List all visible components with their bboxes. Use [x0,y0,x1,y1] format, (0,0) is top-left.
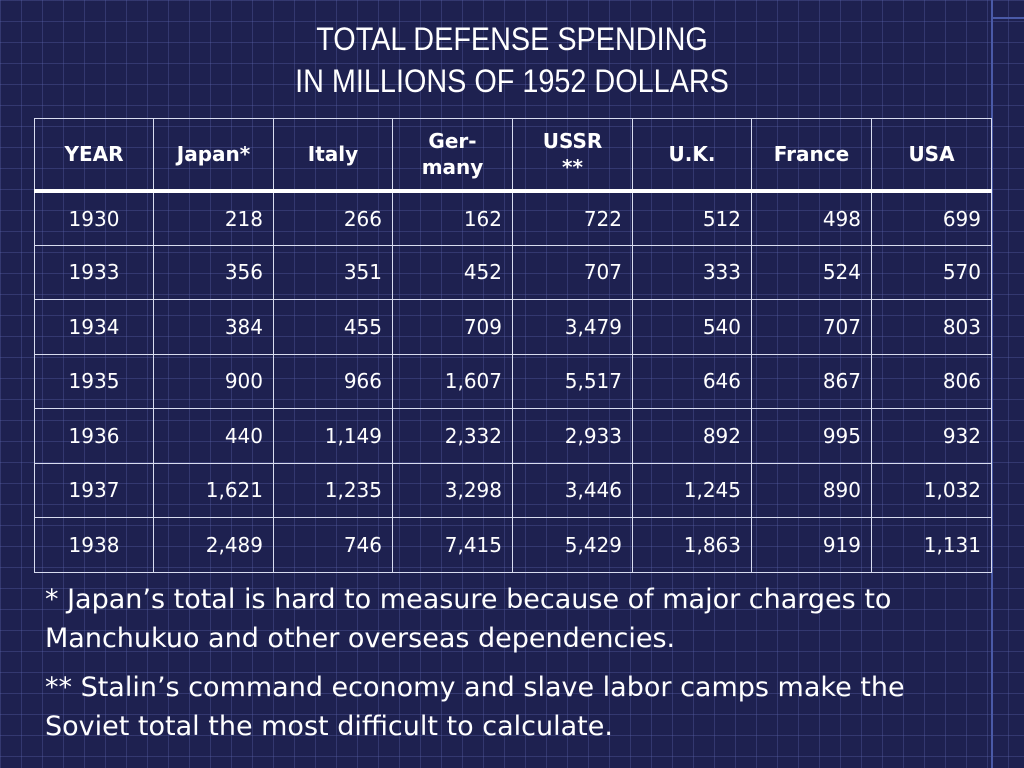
value-cell: 892 [632,408,752,464]
value-cell: 707 [751,299,872,355]
value-cell: 570 [871,244,992,300]
value-cell: 7,415 [392,517,513,573]
value-cell: 452 [392,244,513,300]
value-cell: 806 [871,353,992,409]
value-cell: 3,479 [512,299,633,355]
value-cell: 5,429 [512,517,633,573]
column-header: USSR ** [512,118,633,193]
year-cell: 1930 [34,190,154,246]
value-cell: 709 [392,299,513,355]
title-line-2: IN MILLIONS OF 1952 DOLLARS [295,63,729,99]
value-cell: 966 [273,353,393,409]
value-cell: 722 [512,190,633,246]
value-cell: 356 [153,244,274,300]
table-header-row: YEAR Japan* Italy Ger- many USSR ** U.K. Franc… [34,118,992,193]
value-cell: 3,298 [392,462,513,518]
value-cell: 746 [273,517,393,573]
column-header: Ger- many [392,118,513,193]
table-row: 1936 440 1,149 2,332 2,933 892 995 932 [34,408,992,464]
table-body: 1930 218 266 162 722 512 498 699 1933 356 351 452 70… [34,190,992,573]
value-cell: 3,446 [512,462,633,518]
defense-spending-table: YEAR Japan* Italy Ger- many USSR ** U.K. Franc… [34,118,992,573]
value-cell: 1,032 [871,462,992,518]
value-cell: 867 [751,353,872,409]
value-cell: 1,235 [273,462,393,518]
value-cell: 1,245 [632,462,752,518]
table-row: 1935 900 966 1,607 5,517 646 867 806 [34,353,992,409]
value-cell: 1,607 [392,353,513,409]
value-cell: 455 [273,299,393,355]
value-cell: 2,489 [153,517,274,573]
year-cell: 1938 [34,517,154,573]
value-cell: 384 [153,299,274,355]
value-cell: 1,131 [871,517,992,573]
decorative-horizontal-line [991,17,1024,19]
value-cell: 2,933 [512,408,633,464]
value-cell: 995 [751,408,872,464]
value-cell: 5,517 [512,353,633,409]
footnote-ussr: ** Stalin’s command economy and slave la… [45,672,905,742]
value-cell: 498 [751,190,872,246]
decorative-vertical-line [991,0,993,768]
column-header: YEAR [34,118,154,193]
value-cell: 266 [273,190,393,246]
value-cell: 919 [751,517,872,573]
value-cell: 2,332 [392,408,513,464]
value-cell: 540 [632,299,752,355]
value-cell: 333 [632,244,752,300]
year-cell: 1933 [34,244,154,300]
value-cell: 707 [512,244,633,300]
value-cell: 890 [751,462,872,518]
value-cell: 932 [871,408,992,464]
column-header: Japan* [153,118,274,193]
table-row: 1934 384 455 709 3,479 540 707 803 [34,299,992,355]
value-cell: 900 [153,353,274,409]
value-cell: 1,863 [632,517,752,573]
title-line-1: TOTAL DEFENSE SPENDING [316,21,708,57]
value-cell: 699 [871,190,992,246]
year-cell: 1934 [34,299,154,355]
footnote-japan: * Japan’s total is hard to measure becau… [45,584,892,654]
column-header: France [751,118,872,193]
value-cell: 1,149 [273,408,393,464]
table-row: 1930 218 266 162 722 512 498 699 [34,190,992,246]
value-cell: 1,621 [153,462,274,518]
column-header: USA [871,118,992,193]
value-cell: 162 [392,190,513,246]
slide-title: TOTAL DEFENSE SPENDING IN MILLIONS OF 19… [51,18,973,102]
year-cell: 1936 [34,408,154,464]
table-row: 1937 1,621 1,235 3,298 3,446 1,245 890 1,032 [34,462,992,518]
value-cell: 218 [153,190,274,246]
year-cell: 1937 [34,462,154,518]
column-header: Italy [273,118,393,193]
value-cell: 646 [632,353,752,409]
value-cell: 440 [153,408,274,464]
value-cell: 524 [751,244,872,300]
year-cell: 1935 [34,353,154,409]
footnotes: * Japan’s total is hard to measure becau… [45,580,985,756]
column-header: U.K. [632,118,752,193]
table-row: 1938 2,489 746 7,415 5,429 1,863 919 1,131 [34,517,992,573]
table-row: 1933 356 351 452 707 333 524 570 [34,244,992,300]
value-cell: 803 [871,299,992,355]
value-cell: 512 [632,190,752,246]
value-cell: 351 [273,244,393,300]
